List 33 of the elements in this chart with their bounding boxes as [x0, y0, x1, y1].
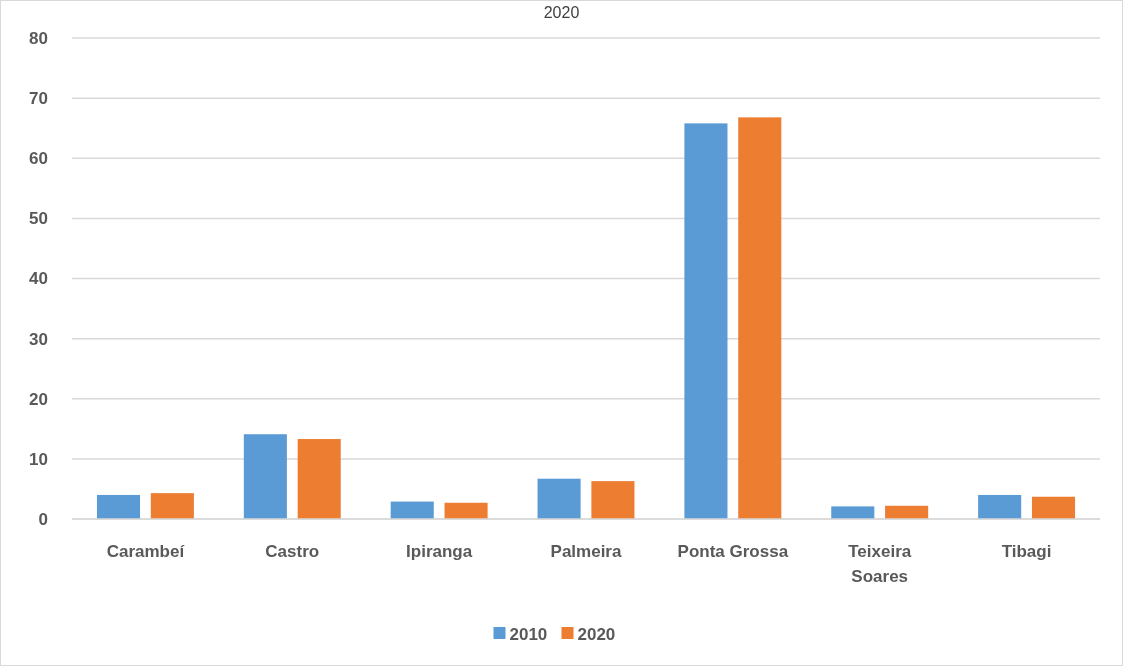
y-tick-label: 40: [29, 269, 48, 289]
bar: [537, 478, 581, 519]
bar: [591, 481, 635, 519]
y-tick-label: 70: [29, 89, 48, 109]
bar: [96, 494, 141, 519]
x-tick-label: Carambeí: [106, 542, 186, 561]
bar: [684, 123, 728, 519]
y-tick-label: 20: [29, 389, 48, 409]
bar: [831, 506, 875, 519]
bar: [243, 434, 287, 519]
bar: [885, 505, 929, 519]
y-tick-label: 0: [38, 509, 48, 529]
y-tick-label: 60: [29, 149, 48, 169]
y-tick-label: 30: [29, 329, 48, 349]
bar: [1031, 496, 1076, 519]
legend-label: 2020: [577, 624, 616, 644]
y-tick-label: 80: [29, 28, 48, 48]
x-tick-label: Teixeira Soares: [848, 542, 912, 586]
bar: [978, 494, 1022, 519]
y-tick-label: 50: [29, 209, 48, 229]
x-tick-label: Ipiranga: [406, 542, 473, 561]
bar: [738, 117, 782, 519]
bar: [150, 493, 194, 519]
y-tick-label: 10: [29, 449, 48, 469]
chart-title: 2020: [543, 4, 580, 21]
legend-label: 2010: [509, 624, 548, 644]
x-tick-label: Ponta Grossa: [677, 542, 789, 561]
bar: [390, 501, 434, 519]
x-tick-label: Castro: [265, 542, 320, 561]
bar: [297, 439, 341, 519]
bar: [444, 502, 488, 519]
x-tick-label: Tibagi: [1001, 542, 1052, 561]
x-tick-label: Palmeira: [550, 542, 622, 561]
